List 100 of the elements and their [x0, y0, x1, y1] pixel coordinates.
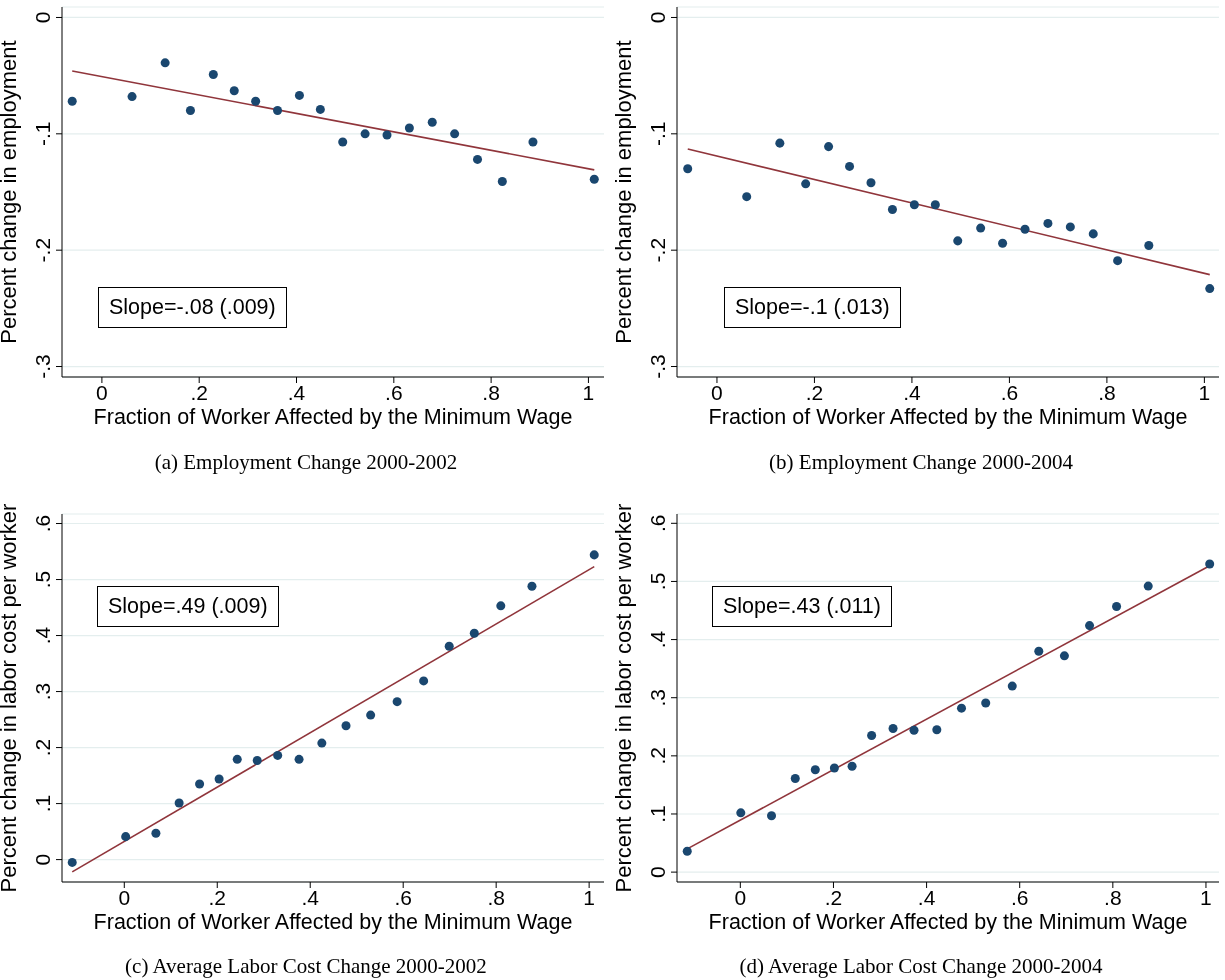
point [866, 178, 876, 188]
point [67, 96, 77, 106]
annotation: Slope=.49 (.009) [97, 586, 279, 627]
point [496, 601, 506, 611]
point [174, 798, 184, 808]
text: (d) Average Labor Cost Change 2000-2004 [738, 954, 1104, 979]
x-tick-label: 1 [582, 380, 595, 404]
x-tick-label: .8 [1104, 885, 1122, 909]
point [981, 698, 991, 708]
point [232, 754, 242, 764]
text: (a) Employment Change 2000-2002 [153, 450, 459, 475]
point [847, 761, 857, 771]
point [682, 846, 692, 856]
point [1065, 222, 1075, 232]
point [909, 200, 919, 210]
y-tick-label: 0 [646, 866, 669, 878]
point [867, 730, 877, 740]
y-axis-title: Percent change in employment [0, 40, 21, 344]
x-tick-label: .2 [190, 380, 208, 404]
point [185, 106, 195, 116]
point [1088, 229, 1098, 239]
point [497, 177, 507, 187]
point [392, 697, 402, 707]
point [208, 69, 218, 79]
x-tick-label: .4 [903, 380, 922, 404]
point [360, 129, 370, 139]
x-tick-label: 0 [711, 380, 723, 404]
point [382, 130, 392, 140]
y-tick-label: .1 [31, 794, 54, 813]
point [790, 774, 800, 784]
point [845, 161, 855, 171]
y-tick-label: -.2 [31, 237, 54, 263]
text: (b) Employment Change 2000-2004 [768, 450, 1074, 475]
y-tick-label: .4 [31, 626, 54, 645]
point [127, 92, 137, 102]
point [888, 724, 898, 734]
annotation: Slope=-.1 (.013) [724, 287, 901, 328]
point [315, 104, 325, 114]
point [736, 808, 746, 818]
point [909, 725, 919, 735]
y-tick-label: .5 [646, 572, 669, 591]
point [930, 200, 940, 210]
point [419, 676, 429, 686]
point [1043, 218, 1053, 228]
x-tick-label: 1 [1200, 885, 1212, 909]
point [472, 154, 483, 164]
point [273, 750, 283, 760]
text: (c) Average Labor Cost Change 2000-2002 [124, 954, 488, 979]
point [251, 96, 261, 106]
point [683, 164, 693, 174]
point [953, 236, 963, 246]
y-tick-label: .2 [31, 738, 54, 757]
point [1059, 651, 1069, 661]
point [252, 755, 262, 765]
point [956, 703, 967, 713]
point [1113, 256, 1123, 266]
x-tick-label: 1 [1198, 380, 1211, 404]
x-axis-title: Fraction of Worker Affected by the Minimum Wage [708, 405, 1188, 429]
x-tick-label: .2 [208, 885, 227, 909]
x-tick-label: 0 [96, 380, 108, 404]
x-tick-label: .2 [824, 885, 843, 909]
point [775, 138, 785, 148]
y-tick-label: -.3 [31, 354, 54, 379]
x-tick-label: .6 [385, 380, 403, 404]
x-tick-label: .8 [1098, 380, 1116, 404]
point [589, 174, 599, 184]
point [404, 123, 414, 133]
y-tick-label: -.1 [31, 121, 54, 147]
point [151, 828, 161, 838]
x-tick-label: .6 [1010, 885, 1029, 909]
point [341, 721, 351, 731]
x-tick-label: 1 [583, 885, 595, 909]
point [932, 725, 942, 735]
point [294, 754, 304, 764]
point [1085, 621, 1095, 631]
y-tick-label: 0 [31, 11, 54, 24]
point [469, 628, 479, 638]
point [1007, 681, 1017, 691]
y-tick-label: .2 [646, 747, 669, 765]
x-tick-label: .4 [301, 885, 320, 909]
y-tick-label: -.1 [646, 121, 669, 147]
point [338, 137, 348, 147]
point [160, 58, 170, 68]
y-tick-label: -.3 [646, 354, 669, 379]
x-tick-label: .6 [1000, 380, 1019, 404]
point [801, 179, 811, 189]
point [1112, 601, 1122, 611]
point [976, 223, 986, 233]
y-tick-label: 0 [646, 11, 669, 24]
point [810, 765, 820, 775]
point [1144, 241, 1154, 251]
x-tick-label: .8 [487, 885, 505, 909]
point [427, 117, 437, 127]
annotation: Slope=-.08 (.009) [98, 287, 287, 328]
point [589, 550, 599, 560]
x-tick-label: 0 [734, 885, 747, 909]
y-tick-label: .4 [646, 630, 669, 649]
point [444, 641, 454, 651]
annotation: Slope=.43 (.011) [712, 586, 892, 627]
point [366, 710, 376, 720]
